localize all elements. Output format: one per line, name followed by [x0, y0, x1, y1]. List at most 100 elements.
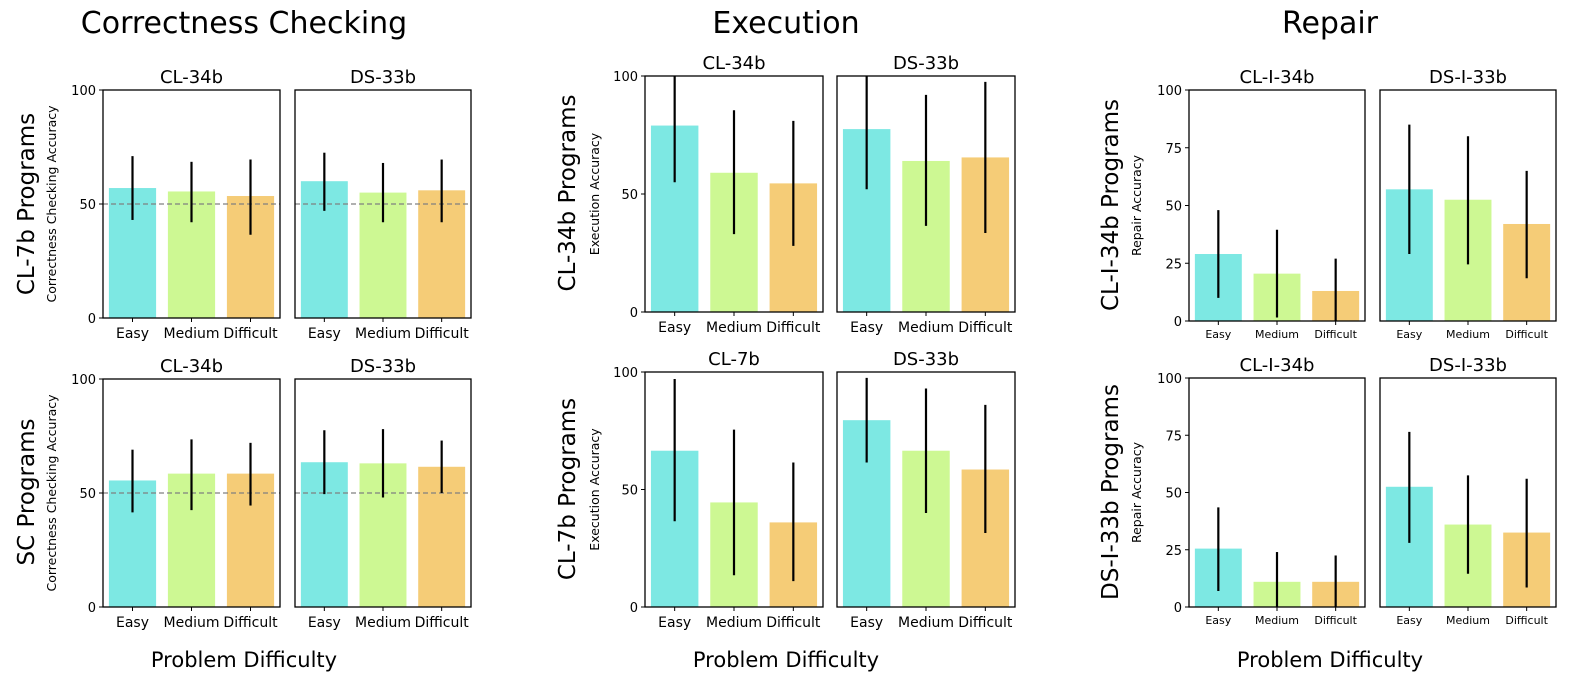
y-axis-label: Correctness Checking Accuracy: [44, 105, 59, 303]
panel-title: DS-33b: [350, 67, 416, 88]
y-tick-label: 50: [1165, 200, 1182, 215]
x-tick-label: Difficult: [223, 326, 278, 342]
x-tick-label: Medium: [355, 326, 411, 342]
y-tick-label: 75: [1165, 142, 1182, 157]
chart-panel: CL-I-34b Easy Medium Difficult 0 25 50 75 100 Rep…: [1129, 355, 1366, 627]
y-tick-label: 25: [1165, 544, 1182, 559]
x-tick-label: Easy: [658, 320, 691, 336]
y-tick-label: 100: [1157, 372, 1182, 387]
x-tick-label: Easy: [1396, 328, 1422, 341]
x-tick-label: Difficult: [1505, 614, 1548, 627]
y-tick-label: 75: [1165, 429, 1182, 444]
x-tick-label: Medium: [1255, 614, 1299, 627]
chart-panel: CL-34b Easy Medium Difficult 0 50 100 Correctne…: [44, 356, 281, 631]
x-tick-label: Difficult: [1314, 614, 1357, 627]
y-tick-label: 0: [630, 306, 638, 321]
y-tick-label: 0: [88, 312, 96, 327]
x-tick-label: Difficult: [1505, 328, 1548, 341]
x-tick-label: Difficult: [223, 615, 278, 631]
chart-panel: DS-33b Easy Medium Difficult: [294, 356, 472, 631]
x-tick-label: Easy: [308, 615, 341, 631]
chart-panel: DS-I-33b Easy Medium Difficult: [1379, 355, 1557, 627]
y-axis-label: Execution Accuracy: [587, 132, 602, 255]
y-tick-label: 50: [621, 188, 638, 203]
panel-title: DS-I-33b: [1429, 355, 1507, 376]
row-label-repair-bottom: DS-I-33b Programs: [1098, 384, 1124, 600]
row-label-correctness-bottom: SC Programs: [14, 419, 40, 566]
y-axis-label: Repair Accuracy: [1129, 441, 1144, 543]
panel-title: CL-I-34b: [1240, 355, 1315, 376]
y-tick-label: 100: [1157, 84, 1182, 99]
panel-title: CL-34b: [160, 67, 223, 88]
x-tick-label: Easy: [308, 326, 341, 342]
x-tick-label: Easy: [1396, 614, 1422, 627]
y-tick-label: 0: [1174, 601, 1182, 616]
x-tick-label: Medium: [1446, 328, 1490, 341]
y-tick-label: 100: [613, 366, 638, 381]
panel-title: DS-33b: [893, 53, 959, 74]
xlabel-correctness: Problem Difficulty: [151, 648, 337, 672]
section-title-execution: Execution: [712, 6, 859, 41]
chart-panel: DS-33b Easy Medium Difficult: [294, 67, 472, 342]
y-axis-label: Execution Accuracy: [587, 428, 602, 551]
chart-panel: DS-33b Easy Medium Difficult: [836, 349, 1016, 631]
y-axis-label: Correctness Checking Accuracy: [44, 394, 59, 592]
row-label-execution-top: CL-34b Programs: [555, 95, 581, 292]
panel-title: DS-33b: [893, 349, 959, 370]
y-tick-label: 0: [88, 601, 96, 616]
section-title-repair: Repair: [1282, 6, 1379, 41]
chart-panel: DS-33b Easy Medium Difficult: [836, 53, 1016, 336]
x-tick-label: Medium: [706, 615, 762, 631]
x-tick-label: Easy: [1205, 614, 1231, 627]
x-tick-label: Medium: [898, 320, 954, 336]
x-tick-label: Easy: [658, 615, 691, 631]
x-tick-label: Medium: [164, 326, 220, 342]
y-tick-label: 50: [621, 484, 638, 499]
chart-panel: CL-34b Easy Medium Difficult 0 50 100 Correctne…: [44, 67, 281, 342]
y-tick-label: 100: [71, 373, 96, 388]
x-tick-label: Difficult: [958, 320, 1013, 336]
x-tick-label: Medium: [1255, 328, 1299, 341]
x-tick-label: Difficult: [766, 320, 821, 336]
y-tick-label: 50: [79, 198, 96, 213]
x-tick-label: Easy: [1205, 328, 1231, 341]
y-tick-label: 100: [613, 70, 638, 85]
chart-panel: CL-7b Easy Medium Difficult 0 50 100 Execution …: [587, 349, 824, 631]
x-tick-label: Easy: [116, 615, 149, 631]
panel-title: CL-34b: [160, 356, 223, 377]
x-tick-label: Difficult: [415, 615, 470, 631]
row-label-correctness-top: CL-7b Programs: [14, 113, 40, 295]
x-tick-label: Medium: [898, 615, 954, 631]
panel-title: CL-7b: [708, 349, 760, 370]
y-tick-label: 50: [79, 487, 96, 502]
x-tick-label: Difficult: [1314, 328, 1357, 341]
xlabel-execution: Problem Difficulty: [693, 648, 879, 672]
chart-panel: CL-I-34b Easy Medium Difficult 0 25 50 75 100 Rep…: [1129, 67, 1366, 341]
x-tick-label: Medium: [164, 615, 220, 631]
x-tick-label: Difficult: [958, 615, 1013, 631]
x-tick-label: Difficult: [415, 326, 470, 342]
panel-title: CL-34b: [702, 53, 765, 74]
x-tick-label: Medium: [706, 320, 762, 336]
x-tick-label: Medium: [355, 615, 411, 631]
panel-title: CL-I-34b: [1240, 67, 1315, 88]
row-label-repair-top: CL-I-34b Programs: [1098, 99, 1124, 311]
x-tick-label: Difficult: [766, 615, 821, 631]
y-tick-label: 50: [1165, 487, 1182, 502]
y-tick-label: 100: [71, 84, 96, 99]
y-axis-label: Repair Accuracy: [1129, 154, 1144, 256]
chart-panel: CL-34b Easy Medium Difficult 0 50 100 Execution…: [587, 53, 824, 336]
xlabel-repair: Problem Difficulty: [1237, 648, 1423, 672]
panel-title: DS-I-33b: [1429, 67, 1507, 88]
x-tick-label: Medium: [1446, 614, 1490, 627]
section-title-correctness: Correctness Checking: [81, 6, 407, 41]
x-tick-label: Easy: [850, 615, 883, 631]
panel-title: DS-33b: [350, 356, 416, 377]
x-tick-label: Easy: [850, 320, 883, 336]
chart-panel: DS-I-33b Easy Medium Difficult: [1379, 67, 1557, 341]
y-tick-label: 0: [1174, 315, 1182, 330]
y-tick-label: 25: [1165, 257, 1182, 272]
row-label-execution-bottom: CL-7b Programs: [555, 398, 581, 580]
